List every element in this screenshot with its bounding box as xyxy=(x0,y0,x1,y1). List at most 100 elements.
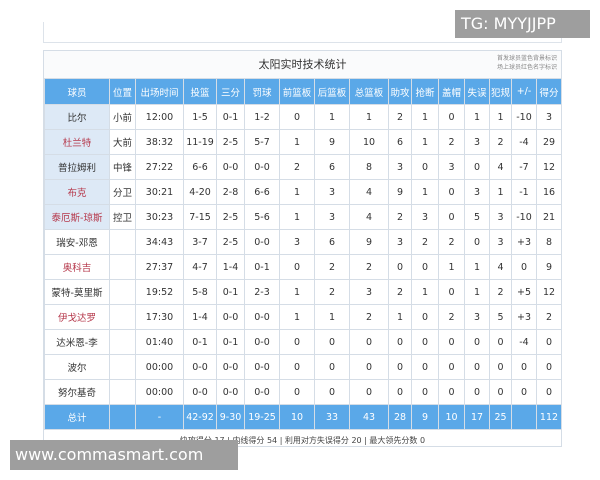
stat-cell: 0 xyxy=(464,229,490,255)
player-name: 伊戈达罗 xyxy=(44,304,110,330)
column-header: 犯规 xyxy=(489,78,512,105)
stat-cell: 0 xyxy=(438,204,465,230)
stat-cell: 0-0 xyxy=(216,154,245,180)
stat-cell: 11-19 xyxy=(183,129,217,155)
player-row: 布克 分卫 30:21 4-20 2-8 6-6 1 3 4 9 1 0 3 1 -1 16 xyxy=(44,179,562,205)
stat-cell: 3 xyxy=(489,204,512,230)
stat-cell: 2 xyxy=(536,304,562,330)
player-name: 奥科吉 xyxy=(44,254,110,280)
stat-cell: 0 xyxy=(464,354,490,380)
stat-cell: 1 xyxy=(411,179,439,205)
stat-cell: 4-20 xyxy=(183,179,217,205)
total-cell: 25 xyxy=(489,404,512,430)
stat-cell: 12 xyxy=(536,154,562,180)
stat-cell: 3 xyxy=(464,129,490,155)
player-row: 伊戈达罗 17:30 1-4 0-0 0-0 1 1 2 1 0 2 3 5 +3 2 xyxy=(44,304,562,330)
stat-cell: 5 xyxy=(489,304,512,330)
total-cell: 112 xyxy=(536,404,562,430)
header-row: 球员 位置 出场时间 投篮 三分 罚球 前篮板 后篮板 总篮板 助攻 抢断 盖帽 失误 犯规 +/- 得分 xyxy=(44,78,562,105)
column-header: 位置 xyxy=(109,78,136,105)
stat-cell: 0 xyxy=(489,329,512,355)
stat-cell: 0-0 xyxy=(183,379,217,405)
stat-cell: 1 xyxy=(464,104,490,130)
box-score-table: 球员 位置 出场时间 投篮 三分 罚球 前篮板 后篮板 总篮板 助攻 抢断 盖帽 失误 犯规 +/- 得分 比… xyxy=(44,78,562,430)
player-name: 蒙特-莫里斯 xyxy=(44,279,110,305)
column-header: 前篮板 xyxy=(279,78,315,105)
player-row: 蒙特-莫里斯 19:52 5-8 0-1 2-3 1 2 3 2 1 0 1 2 +5 12 xyxy=(44,279,562,305)
column-header: 后篮板 xyxy=(314,78,350,105)
stat-cell: 1 xyxy=(489,179,512,205)
stat-cell: 0 xyxy=(411,154,439,180)
table-title-bar: 太阳实时技术统计 首发球员蓝色背景标识 场上球员红色名字标识 xyxy=(44,51,561,78)
stat-cell: 19:52 xyxy=(135,279,184,305)
legend-on-court: 场上球员红色名字标识 xyxy=(496,64,557,71)
stat-cell: 1 xyxy=(438,254,465,280)
stat-cell: 6 xyxy=(314,154,350,180)
player-name: 比尔 xyxy=(44,104,110,130)
stat-cell: 0 xyxy=(349,379,389,405)
stat-cell: 2 xyxy=(388,279,412,305)
stat-cell: 大前 xyxy=(109,129,136,155)
player-row: 泰厄斯-琼斯 控卫 30:23 7-15 2-5 5-6 1 3 4 2 3 0 5 3 -10 21 xyxy=(44,204,562,230)
stat-cell: 小前 xyxy=(109,104,136,130)
stat-cell xyxy=(109,254,136,280)
stat-cell: 3 xyxy=(489,229,512,255)
stat-cell: 2 xyxy=(388,104,412,130)
stat-cell: 1-5 xyxy=(183,104,217,130)
stat-cell: 0 xyxy=(536,354,562,380)
stat-cell: 2 xyxy=(314,279,350,305)
stat-cell: 9 xyxy=(388,179,412,205)
stat-cell: 27:37 xyxy=(135,254,184,280)
stat-cell: 6 xyxy=(314,229,350,255)
stat-cell: -10 xyxy=(511,204,537,230)
column-header: 助攻 xyxy=(388,78,412,105)
team-summary: 快攻得分 17 | 内线得分 54 | 利用对方失误得分 20 | 最大领先分数… xyxy=(179,436,426,445)
stat-cell: 1 xyxy=(279,204,315,230)
stat-cell: -4 xyxy=(511,329,537,355)
player-row: 比尔 小前 12:00 1-5 0-1 1-2 0 1 1 2 1 0 1 1 -10 3 xyxy=(44,104,562,130)
player-row: 波尔 00:00 0-0 0-0 0-0 0 0 0 0 0 0 0 0 0 0 xyxy=(44,354,562,380)
stat-cell: 0-0 xyxy=(244,354,280,380)
stat-cell: 0 xyxy=(438,179,465,205)
stat-cell: 0-0 xyxy=(244,154,280,180)
stat-cell: 0 xyxy=(438,329,465,355)
stat-cell: 4 xyxy=(349,204,389,230)
stat-cell: 3 xyxy=(349,279,389,305)
stat-cell: -10 xyxy=(511,104,537,130)
stat-cell: 8 xyxy=(536,229,562,255)
stat-cell: 0 xyxy=(349,354,389,380)
stat-cell: 7-15 xyxy=(183,204,217,230)
stat-cell: 0 xyxy=(279,254,315,280)
stat-cell: 0-0 xyxy=(216,304,245,330)
stat-cell: 1 xyxy=(314,104,350,130)
stat-cell: 0 xyxy=(438,104,465,130)
stat-cell: 29 xyxy=(536,129,562,155)
stat-cell: 1-2 xyxy=(244,104,280,130)
stat-cell: 0 xyxy=(314,354,350,380)
column-header: 三分 xyxy=(216,78,245,105)
column-header: 盖帽 xyxy=(438,78,465,105)
stat-cell: 01:40 xyxy=(135,329,184,355)
player-name: 杜兰特 xyxy=(44,129,110,155)
stat-cell: 1 xyxy=(279,304,315,330)
stat-cell: 8 xyxy=(349,154,389,180)
stat-cell: 1 xyxy=(411,104,439,130)
stat-cell: 2-8 xyxy=(216,179,245,205)
column-header: 抢断 xyxy=(411,78,439,105)
column-header: 罚球 xyxy=(244,78,280,105)
stat-cell: 3 xyxy=(314,179,350,205)
stat-cell: 0-1 xyxy=(216,279,245,305)
stat-cell: 1 xyxy=(411,279,439,305)
stat-cell: 1 xyxy=(464,279,490,305)
stat-cell: 0-1 xyxy=(183,329,217,355)
stat-cell: 2-5 xyxy=(216,204,245,230)
stats-panel: 太阳实时技术统计 首发球员蓝色背景标识 场上球员红色名字标识 球员 位置 出场时间投… xyxy=(43,50,562,447)
stat-cell: 00:00 xyxy=(135,379,184,405)
total-cell: 33 xyxy=(314,404,350,430)
stat-cell: 0 xyxy=(489,379,512,405)
stat-cell: 0-1 xyxy=(216,104,245,130)
stat-cell: 1-4 xyxy=(183,304,217,330)
stat-cell: 0 xyxy=(438,354,465,380)
stat-cell: 0 xyxy=(438,379,465,405)
stat-cell: 0 xyxy=(388,354,412,380)
